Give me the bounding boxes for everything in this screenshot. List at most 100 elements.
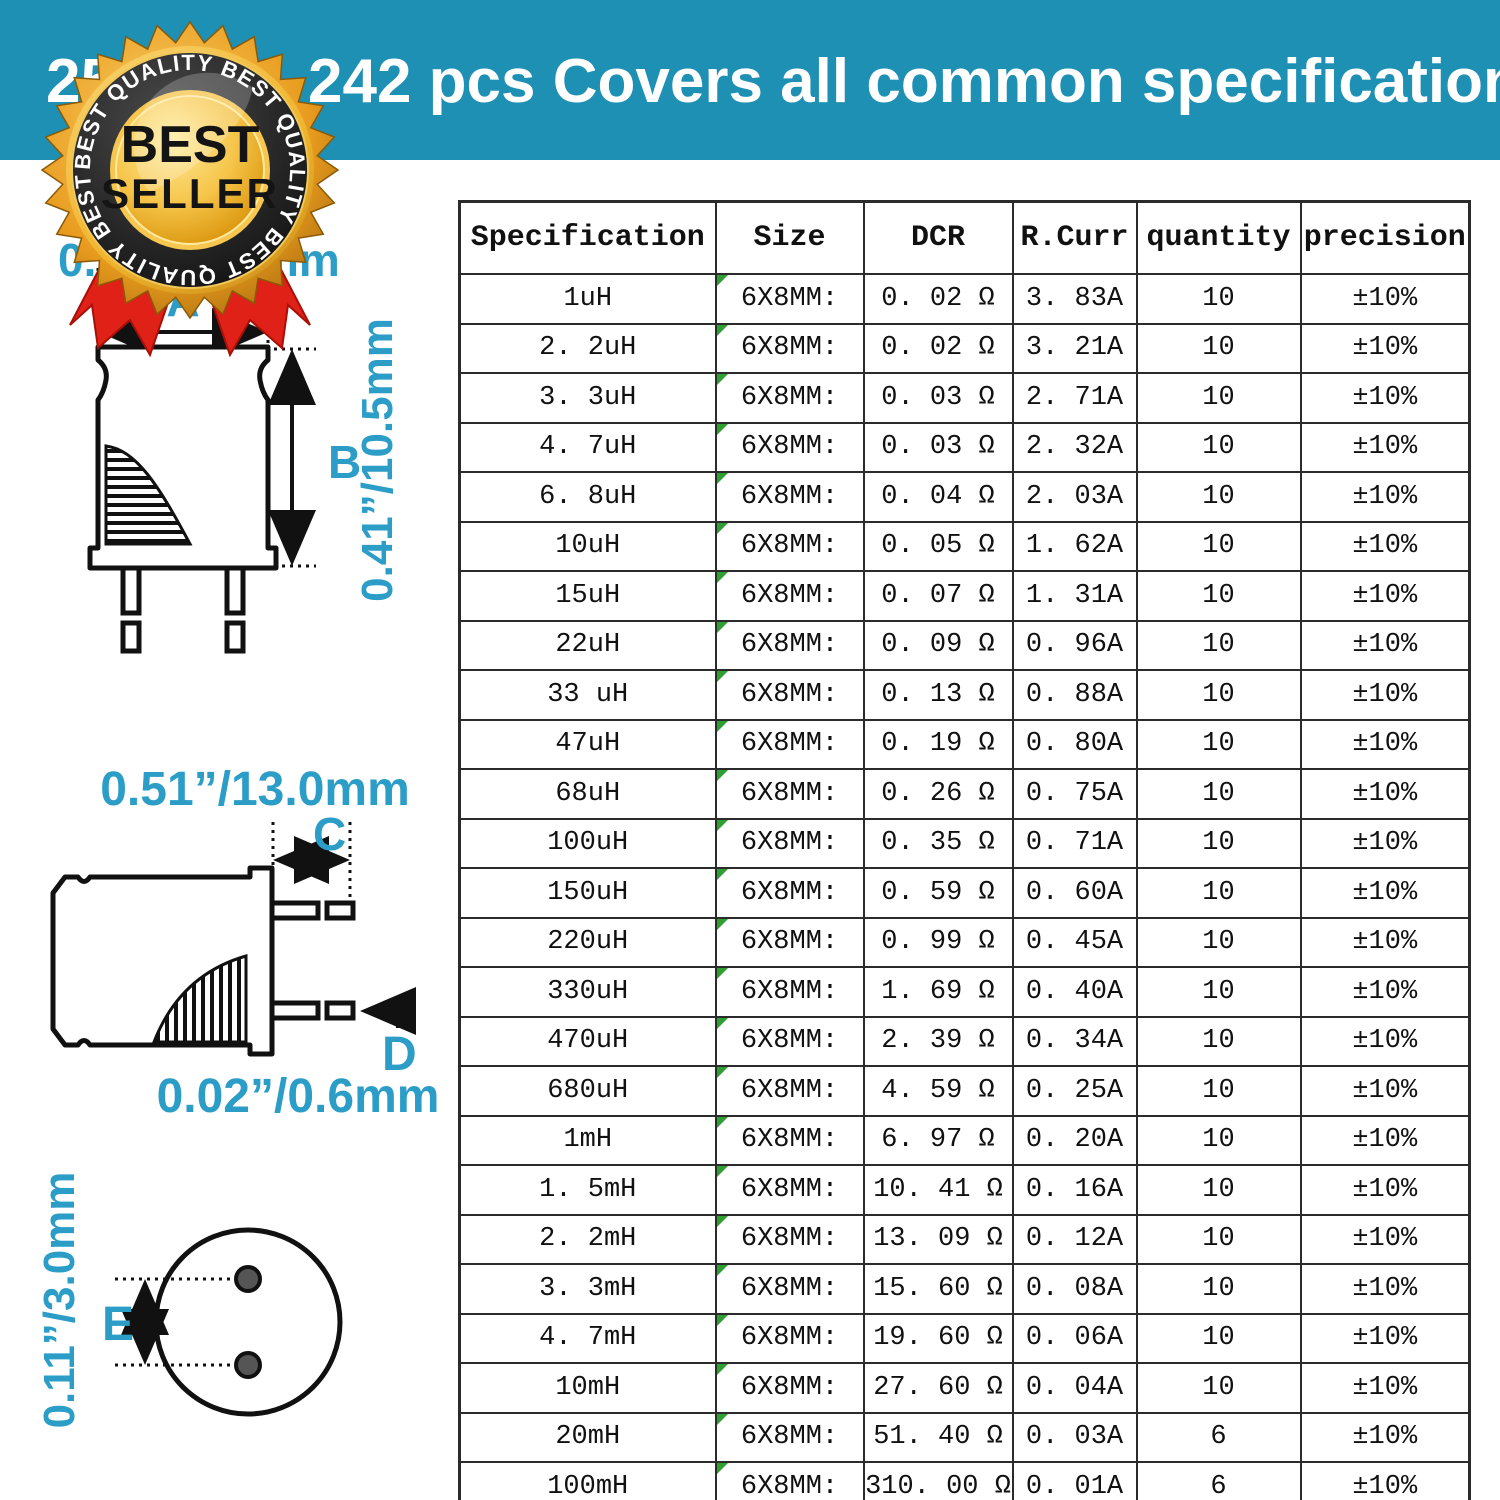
dim-c-label: C <box>313 808 346 860</box>
cell-r-curr: 0. 25A <box>1011 1065 1138 1117</box>
dim-c-value: 0.51”/13.0mm <box>100 763 410 816</box>
badge-inner-disc <box>115 95 265 245</box>
cell-dcr: 0. 04 Ω <box>862 471 1014 523</box>
cell-quantity: 10 <box>1135 1015 1302 1067</box>
dim-b-label: B <box>328 436 361 488</box>
table-row: 4. 7mH 6X8MM: 19. 60 Ω 0. 06A 10 ±10% <box>458 1312 1471 1364</box>
cell-r-curr: 3. 83A <box>1011 273 1138 325</box>
cell-quantity: 10 <box>1135 1312 1302 1364</box>
cell-precision: ±10% <box>1299 867 1471 919</box>
cell-r-curr: 0. 45A <box>1011 916 1138 968</box>
cell-dcr: 4. 59 Ω <box>862 1065 1014 1117</box>
cell-specification: 47uH <box>458 718 717 770</box>
cell-quantity: 10 <box>1135 867 1302 919</box>
dim-e-label: E <box>102 1298 134 1351</box>
cell-quantity: 10 <box>1135 1164 1302 1216</box>
pin-hole <box>234 1351 262 1379</box>
table-row: 3. 3uH 6X8MM: 0. 03 Ω 2. 71A 10 ±10% <box>458 372 1471 424</box>
cell-precision: ±10% <box>1299 619 1471 671</box>
dim-b-value: 0.41”/10.5mm <box>353 318 402 602</box>
cell-specification: 680uH <box>458 1065 717 1117</box>
cell-precision: ±10% <box>1299 1114 1471 1166</box>
table-row: 10uH 6X8MM: 0. 05 Ω 1. 62A 10 ±10% <box>458 520 1471 572</box>
cell-quantity: 10 <box>1135 520 1302 572</box>
cell-quantity: 10 <box>1135 1065 1302 1117</box>
cell-specification: 1uH <box>458 273 717 325</box>
cell-quantity: 10 <box>1135 1362 1302 1414</box>
cell-size: 6X8MM: <box>714 1015 865 1067</box>
cell-size: 6X8MM: <box>714 718 865 770</box>
column-header-r-curr: R.Curr <box>1011 200 1138 275</box>
cell-size: 6X8MM: <box>714 768 865 820</box>
cell-quantity: 10 <box>1135 570 1302 622</box>
cell-specification: 20mH <box>458 1411 717 1463</box>
cell-precision: ±10% <box>1299 966 1471 1018</box>
cell-quantity: 10 <box>1135 471 1302 523</box>
cell-precision: ±10% <box>1299 1015 1471 1067</box>
cell-r-curr: 0. 88A <box>1011 669 1138 721</box>
cell-precision: ±10% <box>1299 718 1471 770</box>
cell-specification: 2. 2mH <box>458 1213 717 1265</box>
cell-quantity: 10 <box>1135 1263 1302 1315</box>
cell-specification: 2. 2uH <box>458 322 717 374</box>
inductor-body <box>87 344 279 654</box>
cell-dcr: 0. 13 Ω <box>862 669 1014 721</box>
table-row: 1uH 6X8MM: 0. 02 Ω 3. 83A 10 ±10% <box>458 273 1471 325</box>
cell-dcr: 27. 60 Ω <box>862 1362 1014 1414</box>
dim-e-value: 0.11”/3.0mm <box>35 1172 84 1429</box>
pin-hole <box>234 1265 262 1293</box>
cell-specification: 10uH <box>458 520 717 572</box>
inductor-body-side <box>50 865 356 1057</box>
cell-r-curr: 2. 32A <box>1011 421 1138 473</box>
cell-r-curr: 0. 60A <box>1011 867 1138 919</box>
cell-size: 6X8MM: <box>714 1312 865 1364</box>
cell-quantity: 10 <box>1135 768 1302 820</box>
cell-dcr: 15. 60 Ω <box>862 1263 1014 1315</box>
cell-precision: ±10% <box>1299 322 1471 374</box>
cell-quantity: 10 <box>1135 966 1302 1018</box>
cell-specification: 150uH <box>458 867 717 919</box>
column-header-quantity: quantity <box>1135 200 1302 275</box>
cell-specification: 3. 3uH <box>458 372 717 424</box>
cell-precision: ±10% <box>1299 916 1471 968</box>
cell-specification: 100mH <box>458 1461 717 1500</box>
dimension-e-arrow: E <box>102 1277 234 1367</box>
cell-dcr: 0. 03 Ω <box>862 372 1014 424</box>
cell-precision: ±10% <box>1299 471 1471 523</box>
cell-r-curr: 3. 21A <box>1011 322 1138 374</box>
cell-dcr: 0. 09 Ω <box>862 619 1014 671</box>
cell-dcr: 0. 19 Ω <box>862 718 1014 770</box>
dimension-d-arrow: D <box>360 987 417 1081</box>
column-header-size: Size <box>714 200 865 275</box>
cell-precision: ±10% <box>1299 570 1471 622</box>
cell-size: 6X8MM: <box>714 1411 865 1463</box>
table-row: 680uH 6X8MM: 4. 59 Ω 0. 25A 10 ±10% <box>458 1065 1471 1117</box>
cell-size: 6X8MM: <box>714 1263 865 1315</box>
table-body: 1uH 6X8MM: 0. 02 Ω 3. 83A 10 ±10% 2. 2uH 6X8MM:… <box>458 273 1471 1500</box>
cell-precision: ±10% <box>1299 1312 1471 1364</box>
cell-size: 6X8MM: <box>714 966 865 1018</box>
cell-dcr: 0. 02 Ω <box>862 273 1014 325</box>
dimension-c-arrow: C <box>271 808 352 910</box>
cell-dcr: 0. 07 Ω <box>862 570 1014 622</box>
cell-dcr: 0. 26 Ω <box>862 768 1014 820</box>
table-row: 1. 5mH 6X8MM: 10. 41 Ω 0. 16A 10 ±10% <box>458 1164 1471 1216</box>
cell-dcr: 0. 05 Ω <box>862 520 1014 572</box>
cell-size: 6X8MM: <box>714 1362 865 1414</box>
cell-precision: ±10% <box>1299 273 1471 325</box>
cell-precision: ±10% <box>1299 1213 1471 1265</box>
cell-size: 6X8MM: <box>714 1461 865 1500</box>
dim-d-label: D <box>382 1028 417 1081</box>
column-header-precision: precision <box>1299 200 1471 275</box>
cell-r-curr: 0. 16A <box>1011 1164 1138 1216</box>
cell-quantity: 10 <box>1135 372 1302 424</box>
column-header-specification: Specification <box>458 200 717 275</box>
cell-r-curr: 1. 62A <box>1011 520 1138 572</box>
badge-center-bottom: SELLER <box>101 170 279 217</box>
table-row: 220uH 6X8MM: 0. 99 Ω 0. 45A 10 ±10% <box>458 916 1471 968</box>
cell-size: 6X8MM: <box>714 471 865 523</box>
cell-precision: ±10% <box>1299 1065 1471 1117</box>
cell-r-curr: 0. 20A <box>1011 1114 1138 1166</box>
table-row: 330uH 6X8MM: 1. 69 Ω 0. 40A 10 ±10% <box>458 966 1471 1018</box>
cell-specification: 100uH <box>458 817 717 869</box>
